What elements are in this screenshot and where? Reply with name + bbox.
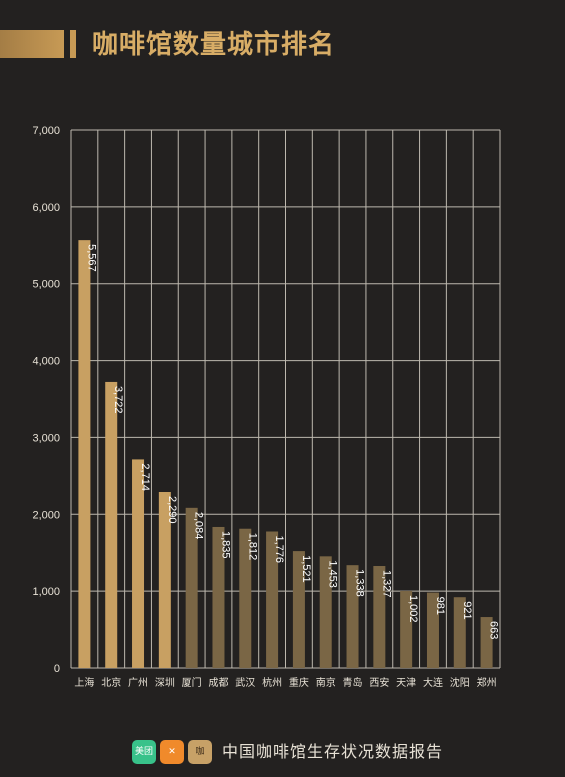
bar bbox=[426, 592, 439, 668]
bar-value-label: 1,002 bbox=[407, 595, 419, 623]
y-tick-label: 6,000 bbox=[32, 202, 60, 214]
bar-value-label: 5,567 bbox=[85, 244, 97, 272]
x-tick-label: 重庆 bbox=[289, 676, 309, 689]
bar bbox=[346, 565, 359, 668]
bar bbox=[266, 531, 279, 668]
x-tick-label: 青岛 bbox=[343, 676, 363, 689]
bar bbox=[212, 526, 225, 668]
bar bbox=[480, 617, 493, 668]
x-tick-label: 杭州 bbox=[262, 676, 282, 689]
bar-value-label: 1,453 bbox=[327, 560, 339, 588]
y-tick-label: 4,000 bbox=[32, 356, 60, 368]
x-tick-label: 厦门 bbox=[182, 676, 202, 689]
x-tick-label: 大连 bbox=[423, 676, 443, 689]
meituan-logo-icon: 美团 bbox=[132, 740, 156, 764]
bar-value-label: 1,338 bbox=[354, 569, 366, 597]
x-tick-label: 郑州 bbox=[477, 676, 497, 689]
x-tick-label: 广州 bbox=[128, 677, 148, 689]
bar-value-label: 2,290 bbox=[166, 496, 178, 524]
bar-value-label: 1,327 bbox=[380, 570, 392, 598]
y-tick-label: 3,000 bbox=[32, 432, 60, 444]
bar bbox=[400, 590, 413, 668]
bar-value-label: 1,835 bbox=[219, 531, 231, 559]
bar bbox=[292, 551, 305, 668]
title-accent-line bbox=[70, 30, 76, 58]
bar bbox=[373, 566, 386, 668]
chart-title: 咖啡馆数量城市排名 bbox=[92, 30, 336, 60]
ele-logo-icon: ✕ bbox=[160, 740, 184, 764]
bar-value-label: 3,722 bbox=[112, 386, 124, 414]
bar bbox=[78, 240, 91, 668]
x-tick-label: 北京 bbox=[101, 676, 121, 689]
bar bbox=[158, 491, 171, 668]
title-accent-block bbox=[0, 30, 64, 58]
y-tick-label: 5,000 bbox=[32, 279, 60, 291]
bar bbox=[453, 597, 466, 668]
bar-value-label: 2,084 bbox=[193, 512, 205, 540]
y-tick-label: 1,000 bbox=[32, 586, 60, 598]
bar-value-label: 981 bbox=[434, 597, 446, 615]
x-tick-label: 天津 bbox=[396, 677, 416, 689]
x-tick-label: 南京 bbox=[316, 676, 336, 689]
y-tick-label: 0 bbox=[54, 663, 60, 675]
x-tick-label: 武汉 bbox=[235, 676, 255, 689]
bar-value-label: 1,812 bbox=[246, 533, 258, 561]
bar-value-label: 921 bbox=[461, 601, 473, 619]
x-tick-label: 上海 bbox=[74, 676, 94, 689]
bar-value-label: 2,714 bbox=[139, 463, 151, 491]
bar-value-label: 663 bbox=[488, 621, 500, 639]
y-tick-label: 2,000 bbox=[32, 509, 60, 521]
bar bbox=[319, 556, 332, 668]
y-tick-label: 7,000 bbox=[32, 125, 60, 137]
kafei-logo-icon: 咖 bbox=[188, 740, 212, 764]
title-bar: 咖啡馆数量城市排名 bbox=[0, 28, 565, 62]
bar bbox=[105, 381, 118, 668]
bar bbox=[132, 459, 145, 668]
footer-source-text: 中国咖啡馆生存状况数据报告 bbox=[222, 742, 444, 761]
bar bbox=[185, 507, 198, 668]
footer: 美团 ✕ 咖 中国咖啡馆生存状况数据报告 bbox=[132, 738, 492, 766]
x-tick-label: 西安 bbox=[369, 676, 389, 689]
x-tick-label: 沈阳 bbox=[450, 676, 470, 689]
bar bbox=[239, 528, 252, 668]
x-tick-label: 深圳 bbox=[155, 677, 175, 689]
bar-value-label: 1,521 bbox=[300, 555, 312, 583]
bar-value-label: 1,776 bbox=[273, 536, 285, 564]
x-tick-label: 成都 bbox=[208, 677, 228, 689]
